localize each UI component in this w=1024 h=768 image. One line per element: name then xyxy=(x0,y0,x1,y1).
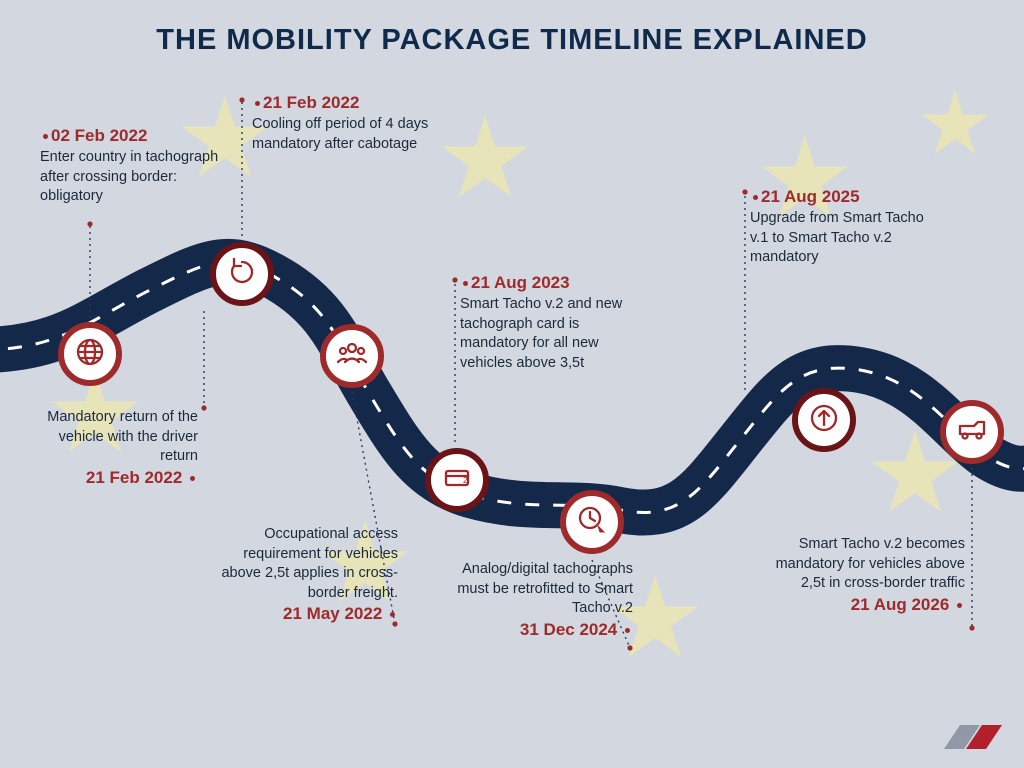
arrow-up-icon xyxy=(808,402,840,439)
bullet-dot xyxy=(390,612,395,617)
milestone-date: 21 Feb 2022 xyxy=(22,467,198,490)
milestone-label-m6: Analog/digital tachographs must be retro… xyxy=(455,560,633,642)
milestone-text: Analog/digital tachographs must be retro… xyxy=(457,561,633,616)
milestone-label-m7: 21 Aug 2025Upgrade from Smart Tacho v.1 … xyxy=(750,186,940,268)
milestone-node-m2 xyxy=(210,242,274,306)
milestone-date: 02 Feb 2022 xyxy=(40,125,230,148)
milestone-text: Enter country in tachograph after crossi… xyxy=(40,149,218,204)
globe-icon xyxy=(74,336,106,373)
milestone-node-m4 xyxy=(320,324,384,388)
milestone-node-m8 xyxy=(940,400,1004,464)
milestone-label-m5: 21 Aug 2023Smart Tacho v.2 and new tacho… xyxy=(460,272,650,373)
milestone-node-m1 xyxy=(58,322,122,386)
milestone-label-m3: Mandatory return of the vehicle with the… xyxy=(22,408,198,490)
refresh-icon xyxy=(226,256,258,293)
milestone-text: Smart Tacho v.2 and new tachograph card … xyxy=(460,296,622,371)
milestone-label-m2: 21 Feb 2022Cooling off period of 4 days … xyxy=(252,92,442,154)
milestone-date: 21 Aug 2026 xyxy=(765,594,965,617)
milestone-node-m5: 2 xyxy=(425,448,489,512)
milestone-text: Smart Tacho v.2 becomes mandatory for ve… xyxy=(776,536,965,591)
svg-text:2: 2 xyxy=(463,476,468,485)
bullet-dot xyxy=(957,603,962,608)
milestone-text: Mandatory return of the vehicle with the… xyxy=(47,409,198,464)
clock-icon xyxy=(576,504,608,541)
milestone-date: 31 Dec 2024 xyxy=(455,619,633,642)
leader-lines xyxy=(0,0,1024,768)
card-icon: 2 xyxy=(441,462,473,499)
bullet-dot xyxy=(190,476,195,481)
bullet-dot xyxy=(255,101,260,106)
milestone-text: Occupational access requirement for vehi… xyxy=(221,526,398,601)
bullet-dot xyxy=(753,195,758,200)
milestone-date: 21 May 2022 xyxy=(210,603,398,626)
milestone-label-m4: Occupational access requirement for vehi… xyxy=(210,525,398,626)
bullet-dot xyxy=(463,281,468,286)
milestone-date: 21 Feb 2022 xyxy=(252,92,442,115)
page-title: THE MOBILITY PACKAGE TIMELINE EXPLAINED xyxy=(0,24,1024,57)
bullet-dot xyxy=(43,134,48,139)
milestone-label-m1: 02 Feb 2022Enter country in tachograph a… xyxy=(40,125,230,207)
bullet-dot xyxy=(625,628,630,633)
milestone-text: Upgrade from Smart Tacho v.1 to Smart Ta… xyxy=(750,210,924,265)
milestone-node-m7 xyxy=(792,388,856,452)
milestone-date: 21 Aug 2023 xyxy=(460,272,650,295)
van-icon xyxy=(956,414,988,451)
brand-logo xyxy=(944,719,1006,754)
milestone-text: Cooling off period of 4 days mandatory a… xyxy=(252,116,428,152)
milestone-date: 21 Aug 2025 xyxy=(750,186,940,209)
people-icon xyxy=(336,338,368,375)
milestone-node-m6 xyxy=(560,490,624,554)
milestone-label-m8: Smart Tacho v.2 becomes mandatory for ve… xyxy=(765,535,965,617)
